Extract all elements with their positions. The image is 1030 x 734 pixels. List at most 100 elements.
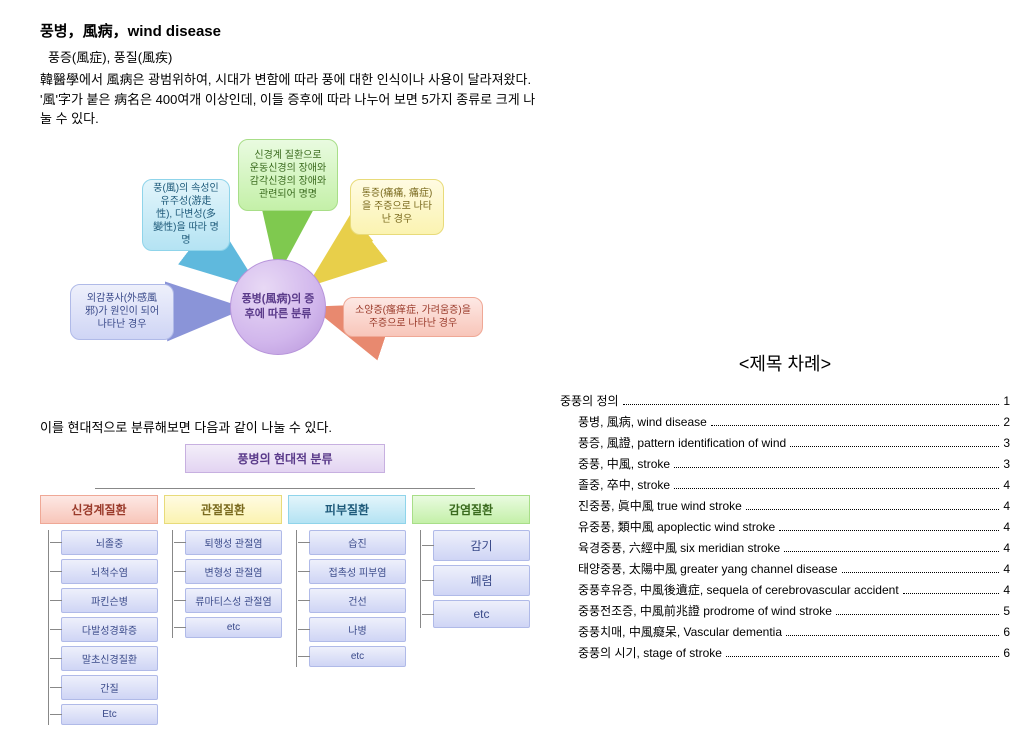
toc-dots (674, 488, 999, 489)
radial-box-right: 소양증(瘙痒症, 가려움증)을 주증으로 나타난 경우 (343, 297, 483, 337)
toc-page: 6 (1003, 646, 1010, 660)
left-panel: 풍병，風病，wind disease 풍증(風症), 풍질(風疾) 韓醫學에서 … (0, 0, 550, 734)
tree-column-head: 피부질환 (288, 495, 406, 524)
tree-item: 다발성경화증 (61, 617, 158, 642)
hierarchy-tree: 풍병의 현대적 분류 신경계질환뇌졸중뇌척수염파킨슨병다발성경화증말초신경질환간… (40, 444, 530, 725)
toc-page: 1 (1003, 394, 1010, 408)
tree-item: etc (433, 600, 530, 628)
toc-page: 4 (1003, 478, 1010, 492)
toc-dots (842, 572, 1000, 573)
tree-items: 뇌졸중뇌척수염파킨슨병다발성경화증말초신경질환간질 Etc (48, 530, 158, 725)
toc-list: 중풍의 정의 1 풍병, 風病, wind disease 2 풍증, 風證, patt… (560, 392, 1010, 661)
radial-diagram: 신경계 질환으로 운동신경의 장애와 감각신경의 장애와 관련되어 명명 풍(風… (40, 139, 530, 409)
tree-item: 뇌졸중 (61, 530, 158, 555)
toc-page: 4 (1003, 520, 1010, 534)
tree-column-head: 관절질환 (164, 495, 282, 524)
toc-line: 태양중풍, 太陽中風 greater yang channel disease 4 (560, 560, 1010, 577)
toc-dots (711, 425, 1000, 426)
toc-label: 중풍전조증, 中風前兆證 prodrome of wind stroke (578, 602, 832, 619)
toc-line: 풍증, 風證, pattern identification of wind 3 (560, 434, 1010, 451)
toc-label: 중풍, 中風, stroke (578, 455, 670, 472)
tree-column: 관절질환퇴행성 관절염변형성 관절염류마티스성 관절염 etc (164, 495, 282, 725)
tree-column: 신경계질환뇌졸중뇌척수염파킨슨병다발성경화증말초신경질환간질 Etc (40, 495, 158, 725)
toc-line: 육경중풍, 六經中風 six meridian stroke 4 (560, 539, 1010, 556)
toc-line: 중풍치매, 中風癡呆, Vascular dementia 6 (560, 623, 1010, 640)
tree-item: 나병 (309, 617, 406, 642)
tree-item: 뇌척수염 (61, 559, 158, 584)
tree-connector (40, 481, 530, 495)
toc-dots (903, 593, 1000, 594)
tree-column-head: 신경계질환 (40, 495, 158, 524)
toc-page: 2 (1003, 415, 1010, 429)
radial-box-left: 외감풍사(外感風邪)가 원인이 되어 나타난 경우 (70, 284, 174, 340)
tree-item: 말초신경질환 (61, 646, 158, 671)
caption-modern: 이를 현대적으로 분류해보면 다음과 같이 나눌 수 있다. (40, 417, 540, 436)
toc-line: 중풍의 시기, stage of stroke 6 (560, 644, 1010, 661)
radial-box-topright: 통증(痛痛, 痛症)을 주증으로 나타난 경우 (350, 179, 444, 235)
tree-item: etc (309, 646, 406, 667)
tree-item: 간질 (61, 675, 158, 700)
toc-dots (784, 551, 999, 552)
tree-items: 습진접촉성 피부염건선나병 etc (296, 530, 406, 667)
radial-box-top: 신경계 질환으로 운동신경의 장애와 감각신경의 장애와 관련되어 명명 (238, 139, 338, 211)
intro-paragraph: 韓醫學에서 風病은 광범위하여, 시대가 변함에 따라 풍에 대한 인식이나 사… (40, 70, 540, 129)
toc-label: 육경중풍, 六經中風 six meridian stroke (578, 539, 780, 556)
toc-dots (726, 656, 999, 657)
main-title: 풍병，風病，wind disease (40, 20, 540, 41)
tree-item: 접촉성 피부염 (309, 559, 406, 584)
tree-item: 감기 (433, 530, 530, 561)
toc-dots (746, 509, 999, 510)
toc-page: 4 (1003, 562, 1010, 576)
toc-line: 중풍전조증, 中風前兆證 prodrome of wind stroke 5 (560, 602, 1010, 619)
toc-line: 중풍의 정의 1 (560, 392, 1010, 409)
toc-page: 3 (1003, 457, 1010, 471)
tree-item: 퇴행성 관절염 (185, 530, 282, 555)
tree-column: 감염질환감기폐렴 etc (412, 495, 530, 725)
toc-dots (836, 614, 999, 615)
tree-item: 류마티스성 관절염 (185, 588, 282, 613)
toc-page: 4 (1003, 583, 1010, 597)
toc-label: 중풍후유증, 中風後遺症, sequela of cerebrovascular… (578, 581, 899, 598)
toc-label: 유중풍, 類中風 apoplectic wind stroke (578, 518, 775, 535)
toc-page: 3 (1003, 436, 1010, 450)
tree-item: 습진 (309, 530, 406, 555)
radial-center: 풍병(風病)의 증후에 따른 분류 (230, 259, 326, 355)
tree-items: 퇴행성 관절염변형성 관절염류마티스성 관절염 etc (172, 530, 282, 638)
tree-item: 건선 (309, 588, 406, 613)
toc-page: 4 (1003, 541, 1010, 555)
toc-label: 태양중풍, 太陽中風 greater yang channel disease (578, 560, 838, 577)
toc-dots (674, 467, 999, 468)
toc-label: 중풍의 시기, stage of stroke (578, 644, 722, 661)
toc-label: 풍증, 風證, pattern identification of wind (578, 434, 786, 451)
toc-dots (779, 530, 999, 531)
toc-label: 중풍의 정의 (560, 392, 619, 409)
tree-column: 피부질환습진접촉성 피부염건선나병 etc (288, 495, 406, 725)
sub-title: 풍증(風症), 풍질(風疾) (48, 47, 540, 66)
tree-items: 감기폐렴 etc (420, 530, 530, 628)
tree-item: Etc (61, 704, 158, 725)
tree-item: 파킨슨병 (61, 588, 158, 613)
radial-box-topleft: 풍(風)의 속성인 유주성(游走性), 다변성(多變性)을 따라 명명 (142, 179, 230, 251)
tree-column-head: 감염질환 (412, 495, 530, 524)
toc-dots (623, 404, 1000, 405)
toc-page: 5 (1003, 604, 1010, 618)
right-panel: <제목 차례> 중풍의 정의 1 풍병, 風病, wind disease 2 풍증, … (550, 0, 1030, 734)
toc-dots (790, 446, 999, 447)
toc-line: 풍병, 風病, wind disease 2 (560, 413, 1010, 430)
tree-item: etc (185, 617, 282, 638)
tree-item: 폐렴 (433, 565, 530, 596)
toc-line: 중풍, 中風, stroke 3 (560, 455, 1010, 472)
toc-title: <제목 차례> (560, 350, 1010, 376)
toc-page: 4 (1003, 499, 1010, 513)
toc-line: 진중풍, 眞中風 true wind stroke 4 (560, 497, 1010, 514)
toc-label: 졸중, 卒中, stroke (578, 476, 670, 493)
toc-line: 유중풍, 類中風 apoplectic wind stroke 4 (560, 518, 1010, 535)
toc-label: 진중풍, 眞中風 true wind stroke (578, 497, 742, 514)
tree-root: 풍병의 현대적 분류 (185, 444, 385, 473)
tree-item: 변형성 관절염 (185, 559, 282, 584)
toc-page: 6 (1003, 625, 1010, 639)
toc-line: 중풍후유증, 中風後遺症, sequela of cerebrovascular… (560, 581, 1010, 598)
toc-label: 중풍치매, 中風癡呆, Vascular dementia (578, 623, 782, 640)
toc-label: 풍병, 風病, wind disease (578, 413, 707, 430)
toc-line: 졸중, 卒中, stroke 4 (560, 476, 1010, 493)
